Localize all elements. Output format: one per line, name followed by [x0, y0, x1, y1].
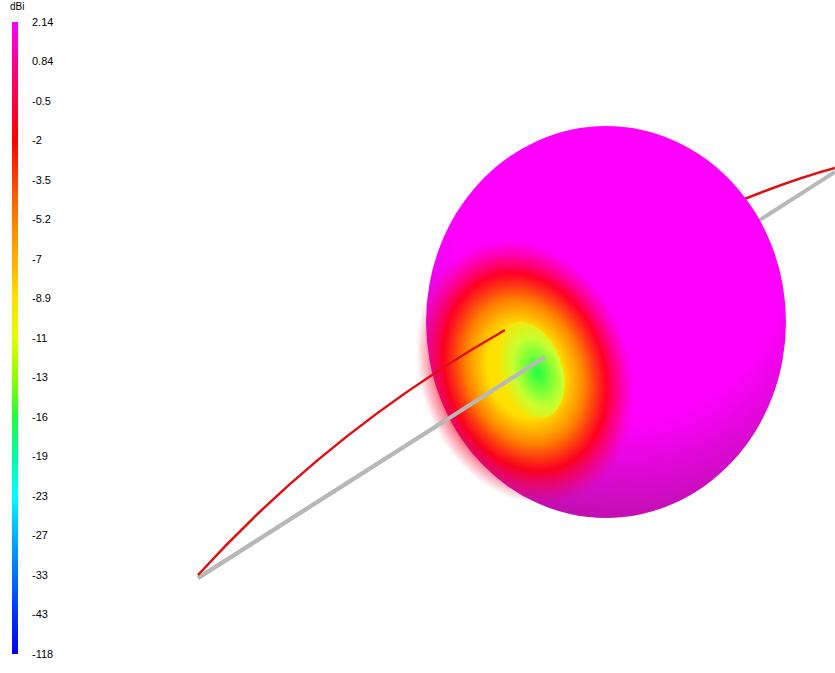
pattern [198, 126, 835, 578]
colorbar-tick-label: -19 [32, 450, 48, 462]
colorbar-tick-label: -118 [32, 648, 53, 660]
colorbar-tick-label: -13 [32, 371, 48, 383]
colorbar-tick-label: -8.9 [32, 292, 51, 304]
colorbar-gradient [12, 22, 18, 654]
colorbar-tick-label: -23 [32, 490, 48, 502]
colorbar-tick-label: -7 [32, 253, 42, 265]
colorbar-tick-label: -33 [32, 569, 48, 581]
antenna-axis [198, 357, 545, 578]
antenna-curve [198, 330, 505, 575]
colorbar-tick-label: -43 [32, 608, 48, 620]
colorbar-tick-label: -2 [32, 134, 42, 146]
colorbar: dBi 2.14 0.84 -0.5 -2 -3.5 -5.2 -7 -8.9 -11 -13 -16… [10, 1, 53, 660]
colorbar-tick-label: 2.14 [32, 16, 53, 28]
colorbar-title: dBi [10, 1, 24, 12]
chart: dBi 2.14 0.84 -0.5 -2 -3.5 -5.2 -7 -8.9 -11 -13 -16… [0, 0, 835, 673]
colorbar-tick-label: 0.84 [32, 55, 53, 67]
colorbar-tick-label: -5.2 [32, 213, 51, 225]
colorbar-tick-label: -11 [32, 332, 47, 344]
donut-hole [483, 312, 577, 428]
colorbar-tick-label: -0.5 [32, 95, 51, 107]
colorbar-tick-label: -3.5 [32, 174, 51, 186]
colorbar-tick-label: -16 [32, 411, 48, 423]
colorbar-tick-label: -27 [32, 529, 48, 541]
